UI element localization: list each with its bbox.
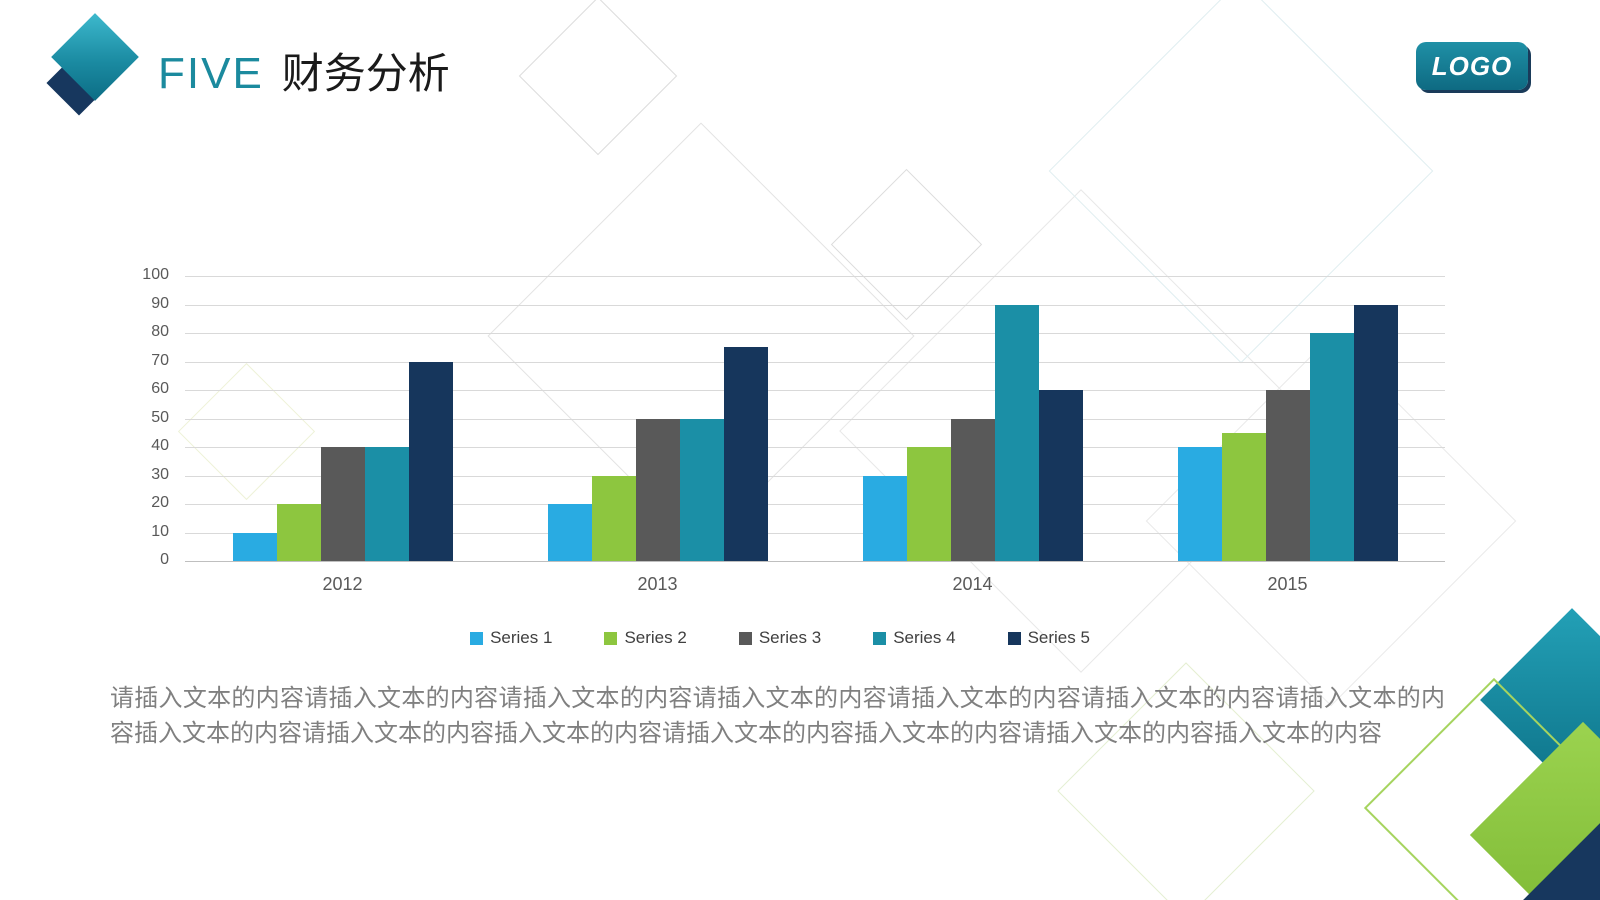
gridline (185, 333, 1445, 334)
legend-item-series-5: Series 5 (1007, 628, 1090, 648)
gridline (185, 390, 1445, 391)
legend-swatch (604, 631, 618, 645)
x-tick-label: 2013 (637, 574, 678, 594)
x-tick-label: 2012 (322, 574, 363, 594)
plot-area: 0 10 20 30 40 50 60 70 80 90 100 2012 2013 2014 2015 (142, 266, 1445, 594)
y-tick-label: 30 (151, 465, 169, 483)
y-tick-label: 80 (151, 323, 169, 340)
bar-series-2-2013 (591, 475, 636, 561)
y-tick-label: 70 (151, 351, 169, 369)
y-tick-label: 60 (151, 380, 169, 397)
legend-label: Series 1 (490, 628, 553, 647)
legend: Series 1 Series 2 Series 3 Series 4 Series 5 (185, 628, 1375, 648)
gridline (185, 304, 1445, 306)
bar-group-2015 (1177, 276, 1398, 561)
y-tick-label: 0 (160, 551, 169, 568)
legend-swatch (738, 631, 752, 645)
bar-series-3-2012 (320, 447, 365, 561)
legend-label: Series 5 (1027, 628, 1090, 647)
gridline (185, 418, 1445, 420)
section-label: FIVE (158, 49, 264, 98)
y-tick-label: 40 (151, 437, 169, 454)
legend-item-series-1: Series 1 (470, 628, 552, 648)
x-tick-label: 2014 (952, 574, 993, 594)
bar-series-2-2012 (276, 504, 321, 561)
bar-series-5-2014 (1038, 390, 1083, 561)
legend-swatch (470, 631, 484, 645)
bar-series-4-2015 (1309, 333, 1354, 561)
legend-label: Series 3 (758, 628, 822, 647)
bar-series-2-2015 (1221, 432, 1266, 561)
gridline (185, 276, 1445, 277)
bar-series-3-2015 (1265, 390, 1310, 561)
gridline (185, 504, 1445, 505)
legend-item-series-4: Series 4 (873, 628, 956, 648)
legend-item-series-2: Series 2 (604, 628, 687, 648)
page-title: 财务分析 (281, 50, 450, 97)
bar-group-2012 (232, 276, 453, 561)
bar-series-2-2014 (906, 447, 951, 561)
bar-series-3-2013 (635, 418, 680, 561)
bar-group-2013 (547, 276, 768, 561)
bar-series-5-2013 (723, 347, 768, 561)
bar-series-4-2012 (364, 447, 409, 561)
y-tick-label: 90 (151, 294, 169, 312)
y-tick-label: 20 (151, 494, 169, 511)
y-tick-label: 10 (151, 522, 169, 540)
header-title-row: FIVE 财务分析 (158, 40, 450, 101)
y-tick-label: 100 (142, 266, 169, 283)
legend-label: Series 4 (893, 628, 956, 647)
gridline (185, 475, 1445, 477)
gridline (185, 447, 1445, 448)
bar-series-5-2015 (1353, 304, 1398, 561)
background-diamond (518, 0, 678, 156)
x-tick-label: 2015 (1267, 574, 1308, 594)
bar-series-4-2014 (994, 304, 1039, 561)
gridline (185, 361, 1445, 363)
bar-series-1-2015 (1177, 447, 1222, 561)
legend-swatch (873, 631, 887, 645)
y-tick-label: 50 (151, 408, 169, 426)
bar-group-2014 (862, 276, 1083, 561)
body-text: 请插入文本的内容请插入文本的内容请插入文本的内容请插入文本的内容请插入文本的内容… (110, 685, 1445, 747)
header-diamond-icon (42, 13, 147, 118)
logo-badge: LOGO (1416, 42, 1528, 90)
bar-series-1-2013 (547, 504, 592, 561)
bar-series-5-2012 (408, 361, 453, 561)
bar-series-1-2014 (862, 475, 907, 561)
bar-series-3-2014 (950, 418, 995, 561)
legend-swatch (1007, 631, 1021, 645)
legend-item-series-3: Series 3 (738, 628, 822, 648)
bar-series-1-2012 (232, 532, 277, 561)
gridline (185, 532, 1445, 534)
legend-label: Series 2 (624, 628, 687, 647)
bar-series-4-2013 (679, 418, 724, 561)
gridline (185, 561, 1445, 562)
